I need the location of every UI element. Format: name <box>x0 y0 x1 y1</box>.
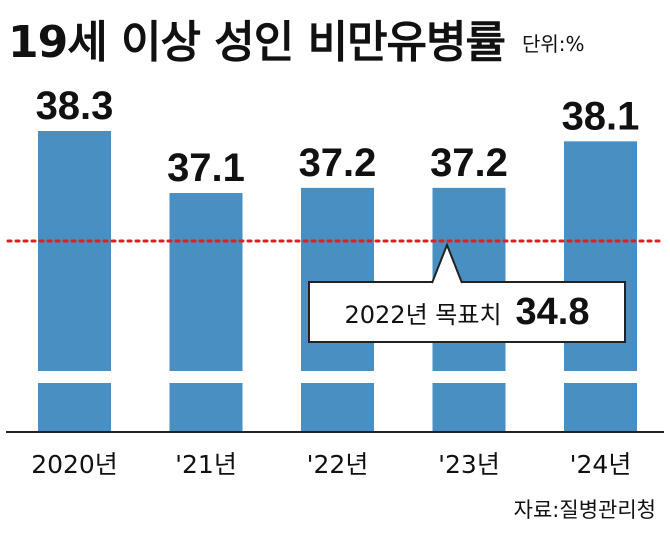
data-label-0: 38.3 <box>36 84 114 128</box>
axis-break-gap <box>37 371 112 383</box>
target-callout: 2022년 목표치 34.8 <box>308 281 626 343</box>
chart-title: 19세 이상 성인 비만유병률 <box>8 17 506 68</box>
bar-1 <box>169 193 243 432</box>
data-label-4: 38.1 <box>562 94 640 138</box>
x-tick-label-2: '22년 <box>307 450 369 479</box>
axis-break-gap <box>431 371 507 383</box>
x-tick-label-0: 2020년 <box>31 450 118 479</box>
target-callout-value: 34.8 <box>515 290 590 333</box>
data-label-2: 37.2 <box>299 141 377 185</box>
unit-label: 단위:% <box>522 32 585 56</box>
axis-break-gap <box>300 371 375 383</box>
data-label-3: 37.2 <box>430 141 508 185</box>
target-callout-label: 2022년 목표치 <box>344 300 502 329</box>
data-label-1: 37.1 <box>167 146 245 190</box>
axis-break-gap <box>168 371 244 383</box>
x-tick-label-1: '21년 <box>175 450 237 479</box>
axis-break-gap <box>563 371 638 383</box>
x-tick-label-4: '24년 <box>570 450 632 479</box>
source-label: 자료:질병관리청 <box>513 498 656 522</box>
x-tick-label-3: '23년 <box>438 450 500 479</box>
